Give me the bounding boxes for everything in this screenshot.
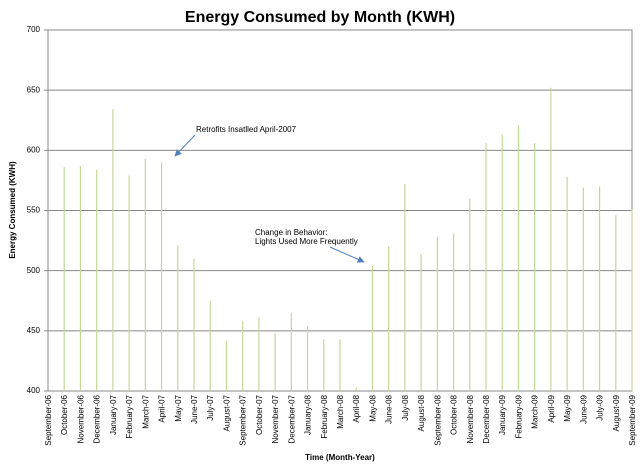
x-tick-label: November-08 <box>466 394 475 443</box>
bar <box>404 184 406 391</box>
bar <box>631 209 633 391</box>
x-tick-label: September-08 <box>433 394 442 445</box>
y-tick-label: 400 <box>27 386 41 395</box>
x-tick-label: May-08 <box>368 394 377 421</box>
bar <box>598 186 601 391</box>
x-tick-label: December-07 <box>287 394 296 443</box>
arrow <box>174 134 196 157</box>
bar <box>517 125 520 392</box>
x-tick-label: April-09 <box>547 394 556 422</box>
x-tick-label: April-07 <box>158 394 167 422</box>
bar <box>290 312 292 391</box>
bar <box>566 176 568 391</box>
arrow <box>329 246 365 263</box>
x-tick-label: March-07 <box>141 394 150 428</box>
x-tick-label: October-07 <box>255 394 264 435</box>
annotation: Change in Behavior: <box>255 228 328 237</box>
x-tick-label: February-09 <box>514 394 523 438</box>
chart-title: Energy Consumed by Month (KWH) <box>185 9 455 26</box>
y-tick-label: 550 <box>27 206 41 215</box>
x-tick-label: March-08 <box>336 394 345 428</box>
x-axis-title: Time (Month-Year) <box>305 453 375 462</box>
y-tick-label: 700 <box>27 25 41 34</box>
x-tick-label: July-09 <box>596 394 605 420</box>
bar <box>274 333 276 391</box>
x-tick-label: March-09 <box>531 394 540 428</box>
x-tick-label: April-08 <box>352 394 361 422</box>
x-tick-label: June-09 <box>579 394 588 423</box>
y-tick-label: 650 <box>27 85 41 94</box>
x-tick-label: January-07 <box>109 394 118 435</box>
bar <box>485 143 487 391</box>
x-tick-label: February-07 <box>125 394 134 438</box>
x-tick-label: May-07 <box>174 394 183 421</box>
bar <box>177 245 179 391</box>
x-tick-label: November-07 <box>271 394 280 443</box>
x-tick-label: August-09 <box>612 394 621 431</box>
x-tick-label: February-08 <box>320 394 329 438</box>
y-tick-label: 450 <box>27 326 41 335</box>
bar <box>306 326 309 391</box>
x-tick-label: December-08 <box>482 394 491 443</box>
x-tick-label: September-07 <box>239 394 248 445</box>
bar <box>615 215 617 391</box>
bar <box>242 321 244 391</box>
bar <box>355 387 357 391</box>
bar <box>209 300 211 391</box>
bar <box>79 165 82 391</box>
bar <box>96 169 98 391</box>
x-tick-label: May-09 <box>563 394 572 421</box>
x-tick-label: November-06 <box>76 394 85 443</box>
bar <box>420 253 422 391</box>
bar <box>452 233 455 391</box>
x-tick-label: September-09 <box>628 394 637 445</box>
x-tick-label: August-07 <box>222 394 231 431</box>
x-tick-label: June-07 <box>190 394 199 423</box>
x-tick-label: August-08 <box>417 394 426 431</box>
bar <box>160 162 163 391</box>
x-tick-label: January-09 <box>498 394 507 435</box>
bar <box>323 339 325 391</box>
bar <box>534 143 536 391</box>
bar <box>144 158 146 391</box>
y-tick-label: 600 <box>27 145 41 154</box>
x-tick-label: June-08 <box>385 394 394 423</box>
bar <box>388 246 390 391</box>
bar <box>112 109 114 392</box>
bar <box>371 265 374 391</box>
bar <box>225 340 228 391</box>
bar <box>63 167 65 391</box>
bar <box>128 175 130 391</box>
x-tick-label: December-06 <box>93 394 102 443</box>
x-tick-label: October-06 <box>60 394 69 435</box>
bar <box>469 198 471 391</box>
bar <box>550 87 552 391</box>
bar <box>193 258 195 391</box>
y-axis-title: Energy Consumed (KWH) <box>8 161 17 259</box>
x-tick-label: July-08 <box>401 394 410 420</box>
x-tick-label: October-08 <box>450 394 459 435</box>
x-tick-label: September-06 <box>44 394 53 445</box>
bar <box>339 339 341 391</box>
bar <box>582 187 584 391</box>
x-tick-label: January-08 <box>304 394 313 435</box>
x-tick-label: July-07 <box>206 394 215 420</box>
annotation: Retrofits Insatlled April-2007 <box>196 125 297 134</box>
bar <box>258 317 260 391</box>
annotation: Lights Used More Frequently <box>255 237 358 246</box>
bar <box>501 134 503 391</box>
bar <box>436 236 438 391</box>
y-tick-label: 500 <box>27 266 41 275</box>
